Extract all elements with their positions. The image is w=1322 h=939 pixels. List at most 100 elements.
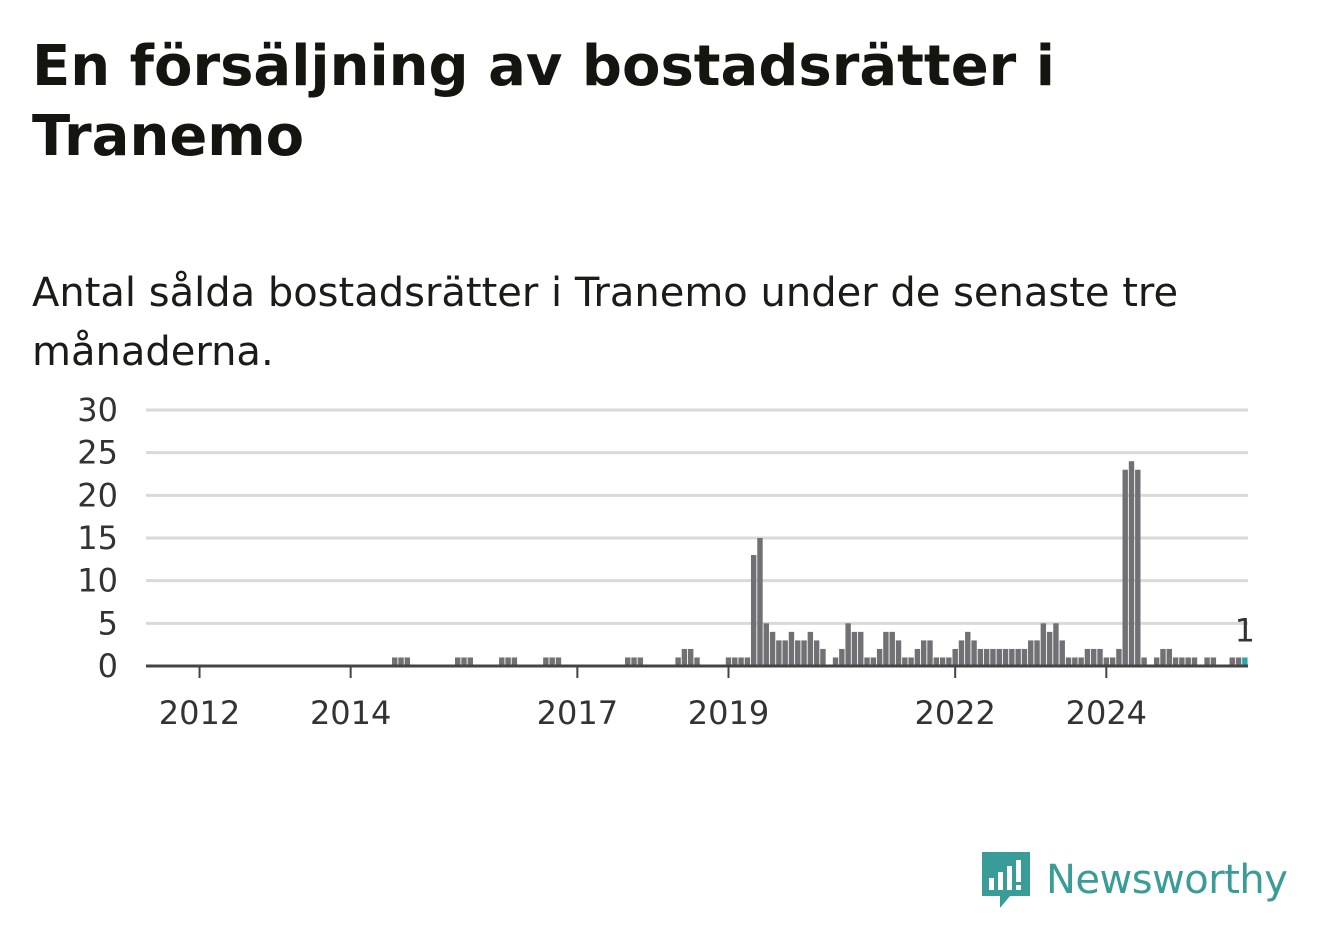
bar [625,657,631,666]
bar [1072,657,1078,666]
y-tick-label: 10 [77,562,118,600]
bar [549,657,555,666]
x-tick-label: 2012 [159,694,240,732]
bar [392,657,398,666]
bar [398,657,404,666]
bar [1210,657,1217,666]
bar [1065,657,1072,666]
x-tick-label: 2024 [1066,694,1147,732]
bar [952,648,958,666]
bar [1103,657,1110,666]
bar [1009,648,1015,666]
bar [757,538,763,666]
y-axis-ticks: 0 5 10 15 20 25 30 [77,391,118,685]
bar [675,657,681,666]
x-tick-label: 2022 [914,694,995,732]
bar [876,648,883,666]
bar [933,657,939,666]
bar [732,657,738,666]
x-tick-label: 2014 [310,694,391,732]
bar [939,657,946,666]
gridlines [146,408,1248,625]
bar [864,657,870,666]
y-tick-label: 30 [77,391,118,429]
bar [1002,648,1009,666]
bar [1122,469,1128,666]
bar [996,648,1002,666]
bar [1172,657,1179,666]
bar [870,657,877,666]
bar [920,640,927,666]
bar [1059,640,1065,666]
bar [725,657,732,666]
bar [776,640,782,666]
bar [1141,657,1147,666]
bar [1128,461,1135,666]
bar [1229,657,1235,666]
bar [1166,648,1172,666]
bar [807,631,814,666]
bar [1091,648,1097,666]
bar [1097,648,1103,666]
newsworthy-logo-icon [982,852,1030,908]
bar [631,657,637,666]
bar [914,648,921,666]
bar [946,657,952,666]
bar [983,648,990,666]
chart-subtitle: Antal sålda bostadsrätter i Tranemo unde… [32,270,1179,375]
brand-name: Newsworthy [1046,857,1288,903]
y-tick-label: 0 [98,647,118,685]
bar [977,648,984,666]
bar [1046,631,1053,666]
bar [902,657,908,666]
bar [908,657,914,666]
bar [1053,623,1059,666]
bar [839,648,845,666]
bar [1078,657,1084,666]
bar [883,631,889,666]
bar [851,631,858,666]
bar [1235,657,1242,666]
bar [744,657,751,666]
bar [1021,648,1028,666]
bar [681,648,688,666]
bar [1040,623,1047,666]
bar [637,657,644,666]
bar [927,640,933,666]
bar [1028,640,1034,666]
bar [1204,657,1210,666]
bar [1153,657,1160,666]
bar [694,657,700,666]
bar [511,657,518,666]
last-value-label: 1 [1235,611,1255,649]
bar [1015,648,1021,666]
bar [1084,648,1091,666]
bars [392,461,1248,666]
bar [505,657,511,666]
bar [543,657,549,666]
bar [801,640,807,666]
newsworthy-brand: Newsworthy [980,848,1288,912]
y-tick-label: 15 [77,519,118,557]
bar [1185,657,1191,666]
bar [750,555,757,666]
bar [832,657,839,666]
bar [858,631,864,666]
bar [738,657,744,666]
y-tick-label: 5 [98,604,118,642]
bar [455,657,461,666]
bar [845,623,851,666]
bar [971,640,977,666]
bar [782,640,788,666]
bar [820,648,826,666]
bar [813,640,820,666]
bar [499,657,505,666]
annotations: 1 [1235,611,1255,649]
bar [769,631,776,666]
bar [1116,648,1122,666]
bar [958,640,965,666]
bar [1034,640,1040,666]
bar [795,640,801,666]
highlighted-bar [1242,657,1248,666]
y-tick-label: 25 [77,434,118,472]
